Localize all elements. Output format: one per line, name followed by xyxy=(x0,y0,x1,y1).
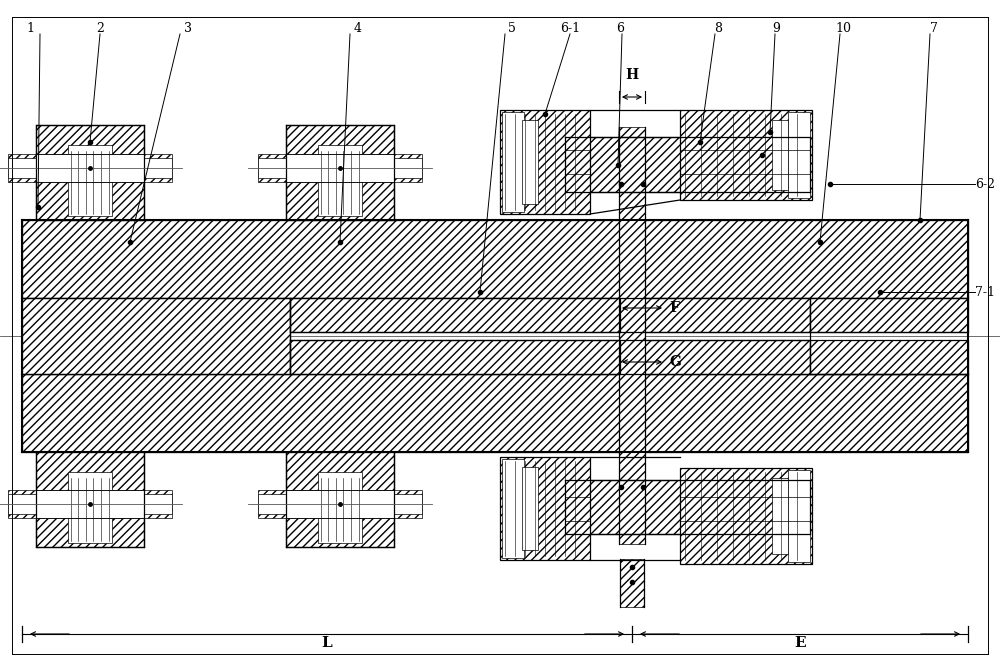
Text: 6-2: 6-2 xyxy=(975,177,995,190)
Bar xyxy=(68,144,112,216)
Bar xyxy=(36,491,144,518)
Bar xyxy=(144,154,172,181)
Text: F: F xyxy=(669,301,679,315)
Bar xyxy=(394,154,422,181)
Bar xyxy=(788,470,810,562)
Bar xyxy=(565,137,810,192)
Text: E: E xyxy=(794,636,806,650)
Text: H: H xyxy=(625,68,639,82)
Bar xyxy=(22,298,290,374)
Text: 6-1: 6-1 xyxy=(560,22,580,35)
Bar xyxy=(258,154,286,181)
Bar xyxy=(500,110,590,214)
Text: 5: 5 xyxy=(508,22,516,35)
Text: 7-1: 7-1 xyxy=(975,286,995,298)
Bar xyxy=(8,158,36,178)
Bar xyxy=(290,298,620,332)
Bar xyxy=(810,340,968,374)
Bar xyxy=(144,494,172,514)
Text: 7: 7 xyxy=(930,22,938,35)
Bar xyxy=(258,491,286,518)
Bar xyxy=(502,459,524,558)
Bar xyxy=(619,220,645,452)
Bar xyxy=(318,144,362,216)
Bar xyxy=(8,494,36,514)
Bar xyxy=(144,158,172,178)
Bar xyxy=(522,467,538,550)
Text: 3: 3 xyxy=(184,22,192,35)
Bar xyxy=(500,457,590,560)
Bar xyxy=(22,374,968,452)
Bar xyxy=(619,452,645,544)
Bar xyxy=(286,154,394,181)
Bar xyxy=(394,494,422,514)
Bar xyxy=(36,452,144,547)
Bar xyxy=(620,298,810,332)
Bar xyxy=(502,112,524,212)
Bar xyxy=(258,494,286,514)
Bar xyxy=(286,125,394,220)
Bar xyxy=(286,452,394,547)
Bar xyxy=(772,120,788,190)
Bar xyxy=(394,158,422,178)
Text: L: L xyxy=(322,636,332,650)
Bar xyxy=(318,472,362,543)
Bar xyxy=(68,472,112,543)
Bar xyxy=(36,154,144,181)
Bar xyxy=(565,480,810,534)
Bar xyxy=(680,110,812,200)
Bar xyxy=(36,125,144,220)
Bar xyxy=(620,559,644,607)
Text: 8: 8 xyxy=(714,22,722,35)
Bar xyxy=(810,298,968,332)
Bar xyxy=(680,468,812,564)
Text: 4: 4 xyxy=(354,22,362,35)
Bar xyxy=(258,158,286,178)
Text: 2: 2 xyxy=(96,22,104,35)
Bar xyxy=(8,154,36,181)
Bar xyxy=(290,340,620,374)
Bar xyxy=(772,478,788,554)
Bar xyxy=(788,112,810,198)
Text: 1: 1 xyxy=(26,22,34,35)
Bar xyxy=(286,491,394,518)
Bar xyxy=(8,491,36,518)
Text: 9: 9 xyxy=(772,22,780,35)
Bar xyxy=(619,127,645,220)
Text: 10: 10 xyxy=(835,22,851,35)
Bar xyxy=(394,491,422,518)
Bar xyxy=(522,120,538,204)
Bar xyxy=(620,340,810,374)
Bar xyxy=(144,491,172,518)
Bar xyxy=(22,220,968,298)
Text: G: G xyxy=(669,355,681,369)
Text: 6: 6 xyxy=(616,22,624,35)
